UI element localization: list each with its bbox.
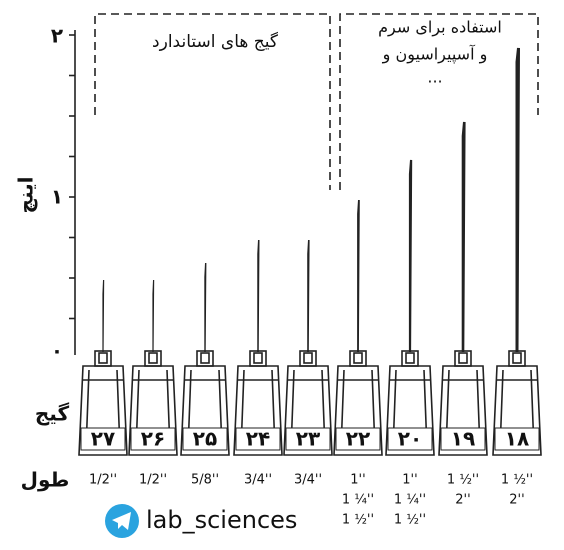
needle-shaft xyxy=(257,239,260,353)
needle-length: 1 ½'' xyxy=(447,473,479,488)
gauge-box xyxy=(387,427,433,451)
needle-length: 1'' xyxy=(402,473,417,488)
group-label: ... xyxy=(427,68,442,87)
footer-text: lab_sciences xyxy=(146,506,297,534)
needle-shaft xyxy=(357,199,360,353)
needle-hub xyxy=(128,365,178,456)
needle-length: 2'' xyxy=(455,493,470,508)
needle-hub xyxy=(180,365,230,456)
gauge-number: ۲۳ xyxy=(296,427,320,451)
needle-length: 1 ¼'' xyxy=(394,493,426,508)
length-label: طول xyxy=(21,468,70,492)
needle-length: 5/8'' xyxy=(191,473,219,488)
needle-hub xyxy=(438,365,488,456)
gauge-number: ۲۴ xyxy=(246,427,270,451)
needle-shaft xyxy=(408,159,413,353)
needle-shaft xyxy=(102,279,105,353)
needle-connector-inner xyxy=(512,352,522,364)
gauge-number: ۱۸ xyxy=(505,427,529,451)
needle-length: 1/2'' xyxy=(139,473,167,488)
needle-hub xyxy=(385,365,435,456)
needle-connector-inner xyxy=(303,352,313,364)
gauge-box xyxy=(285,427,331,451)
gauge-box xyxy=(182,427,228,451)
needle-connector-inner xyxy=(98,352,108,364)
needle-connector-inner xyxy=(148,352,158,364)
needle-length: 1 ¼'' xyxy=(342,493,374,508)
gauge-number: ۱۹ xyxy=(451,427,475,451)
axis-title: اینچ xyxy=(14,177,38,214)
gauge-number: ۲۰ xyxy=(398,427,422,451)
gauge-box xyxy=(235,427,281,451)
needle-hub xyxy=(492,365,542,456)
axis-tick-label: ٠ xyxy=(51,339,63,363)
gauge-box xyxy=(335,427,381,451)
gauge-number: ۲۷ xyxy=(91,427,115,451)
needle-hub xyxy=(78,365,128,456)
needle-length: 3/4'' xyxy=(294,473,322,488)
gauge-box xyxy=(80,427,126,451)
needle-shaft xyxy=(152,279,155,353)
needle-hub xyxy=(233,365,283,456)
group-box xyxy=(339,13,539,190)
axis-tick-label: ٢ xyxy=(51,24,63,48)
needle-connector-inner xyxy=(405,352,415,364)
needle-shaft xyxy=(515,47,520,353)
gauge-label: گیج xyxy=(35,402,70,426)
needle-shaft xyxy=(204,262,207,353)
telegram-plane xyxy=(112,512,131,530)
needle-connector-inner xyxy=(353,352,363,364)
group-label: و آسپیراسیون و xyxy=(382,45,488,65)
needle-length: 1 ½'' xyxy=(342,513,374,528)
gauge-box xyxy=(440,427,486,451)
needle-length: 3/4'' xyxy=(244,473,272,488)
gauge-number: ۲۶ xyxy=(141,427,165,451)
needle-connector-inner xyxy=(200,352,210,364)
group-label: استفاده برای سرم xyxy=(378,18,502,38)
needle-hub xyxy=(333,365,383,456)
needle-length: 2'' xyxy=(509,493,524,508)
group-label: گیج های استاندارد xyxy=(152,31,279,52)
needle-connector-inner xyxy=(253,352,263,364)
gauge-number: ۲۵ xyxy=(193,427,217,451)
needle-shaft xyxy=(307,239,310,353)
needle-length: 1 ½'' xyxy=(394,513,426,528)
gauge-number: ۲۲ xyxy=(346,427,370,451)
gauge-box xyxy=(130,427,176,451)
needle-length: 1'' xyxy=(350,473,365,488)
needle-length: 1 ½'' xyxy=(501,473,533,488)
needle-connector-inner xyxy=(458,352,468,364)
group-box xyxy=(94,13,331,190)
needle-shaft xyxy=(461,121,466,353)
needle-length: 1/2'' xyxy=(89,473,117,488)
gauge-box xyxy=(494,427,540,451)
axis-tick-label: ١ xyxy=(51,185,63,209)
needle-hub xyxy=(283,365,333,456)
